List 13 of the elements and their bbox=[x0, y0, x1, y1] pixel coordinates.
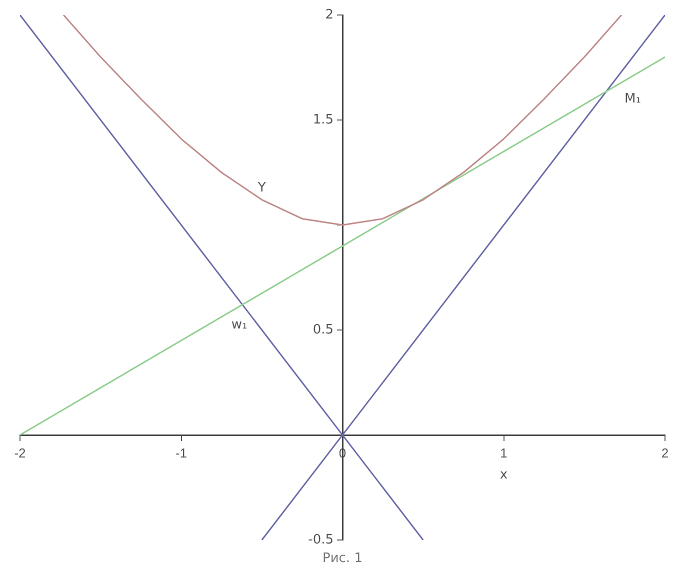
x-tick-label: -2 bbox=[14, 445, 26, 460]
y-tick-label: 1.5 bbox=[312, 112, 334, 128]
y-tick-label: 0.5 bbox=[312, 322, 334, 338]
annotation: Y bbox=[258, 180, 266, 196]
x-tick-label: -1 bbox=[175, 445, 188, 460]
annotation: M₁ bbox=[624, 92, 641, 106]
annotation: w₁ bbox=[231, 317, 248, 332]
x-axis-title: x bbox=[500, 468, 508, 482]
y-tick-label: -0.5 bbox=[308, 532, 334, 548]
y-tick-label: 2 bbox=[325, 8, 334, 22]
x-tick-label: 1 bbox=[500, 445, 508, 460]
text: Рис. 1 bbox=[322, 551, 364, 566]
x-tick-label: 2 bbox=[661, 445, 669, 460]
